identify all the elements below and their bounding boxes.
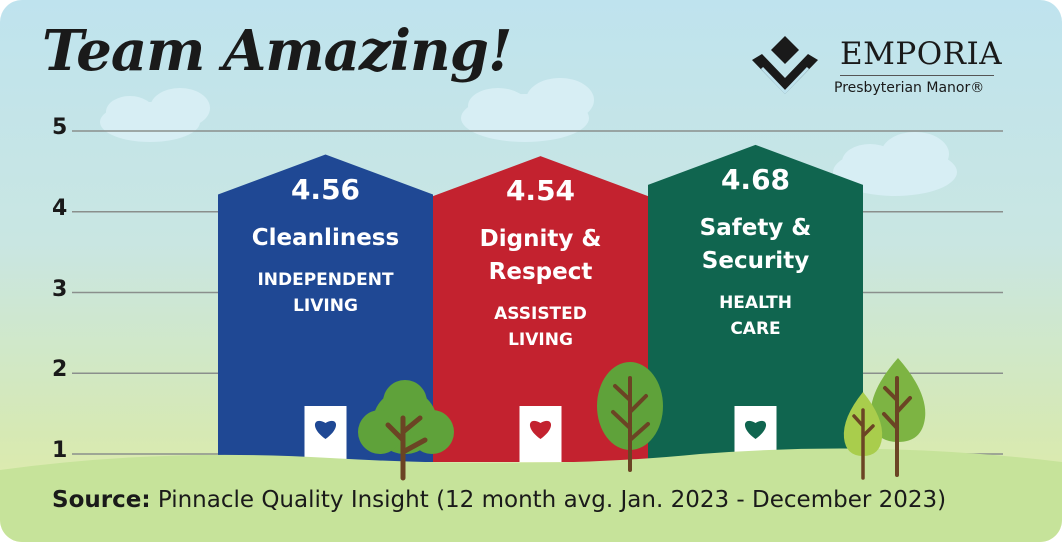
bar-value-label: 4.56: [290, 172, 361, 206]
bar-sublabel: INDEPENDENT LIVING: [257, 269, 394, 316]
bar-category-label: Dignity & Respect: [479, 226, 602, 286]
tree-icon: [843, 392, 883, 480]
bar-label-safety-security: 4.68 Safety & Security HEALTH CARE: [648, 163, 863, 342]
cloud: [461, 78, 594, 142]
cloud: [100, 88, 210, 142]
logo-divider: [840, 75, 994, 76]
house-bar: [218, 154, 433, 462]
cloud: [833, 132, 957, 196]
chevron-diamond-logo-icon: [752, 36, 818, 95]
bar-1: [218, 154, 433, 462]
bar-value-label: 4.54: [505, 174, 576, 208]
bar-category-label: Safety & Security: [699, 214, 812, 274]
tree-icon: [870, 358, 926, 477]
bar-sublabel: ASSISTED LIVING: [494, 304, 587, 351]
y-tick-label: 3: [52, 276, 68, 302]
heart-icon: [314, 420, 337, 439]
bar-3: [648, 144, 863, 462]
bar-2: [433, 156, 648, 462]
house-bar: [648, 144, 863, 462]
tree-icon: [358, 380, 454, 481]
logo-subtitle: Presbyterian Manor®: [834, 80, 985, 96]
house-bar: [433, 156, 648, 462]
source-text: Pinnacle Quality Insight (12 month avg. …: [157, 487, 947, 513]
source-note: Source: Pinnacle Quality Insight (12 mon…: [52, 487, 946, 513]
clouds: [100, 78, 957, 196]
bar-label-dignity-respect: 4.54 Dignity & Respect ASSISTED LIVING: [433, 174, 648, 353]
y-tick-label: 4: [52, 195, 68, 221]
headline: Team Amazing!: [42, 18, 512, 84]
tree-icon: [597, 362, 663, 472]
bar-label-cleanliness: 4.56 Cleanliness INDEPENDENT LIVING: [218, 173, 433, 319]
y-tick-label: 1: [52, 438, 68, 463]
logo-name: EMPORIA: [840, 36, 1003, 72]
bar-category-label: Cleanliness: [251, 224, 400, 251]
trees: [358, 358, 926, 481]
y-tick-label: 2: [52, 357, 68, 383]
ground: [0, 448, 1062, 542]
heart-icon: [744, 420, 767, 439]
source-label: Source:: [52, 487, 151, 513]
y-tick-label: 5: [52, 115, 68, 140]
bar-value-label: 4.68: [720, 162, 791, 196]
heart-icon: [529, 420, 552, 439]
bars: [218, 144, 863, 462]
bar-sublabel: HEALTH CARE: [719, 292, 792, 339]
